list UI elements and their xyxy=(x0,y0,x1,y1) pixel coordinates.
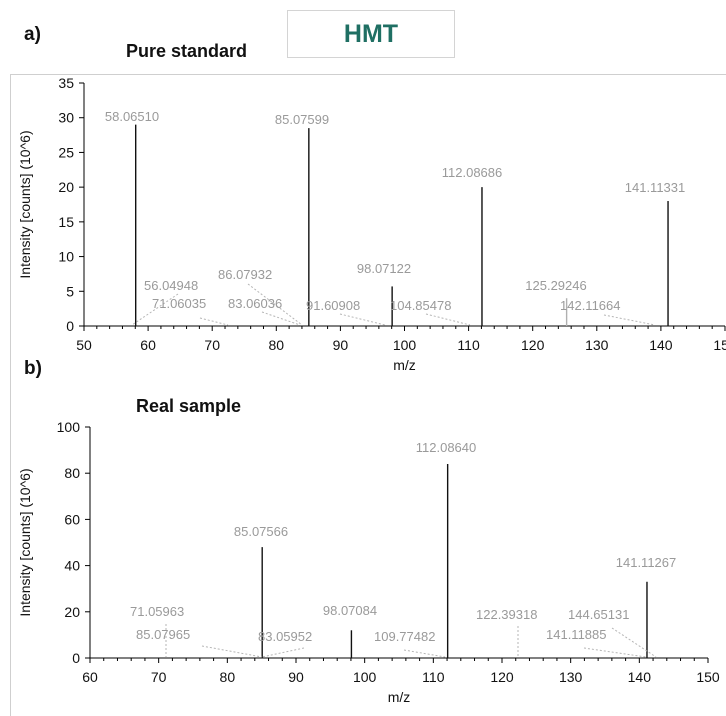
pa-peak-label: 85.07599 xyxy=(275,112,329,127)
pa-y-tick-label: 20 xyxy=(58,179,74,195)
pa-y-tick-label: 10 xyxy=(58,249,74,265)
pa-x-tick-label: 140 xyxy=(649,337,673,353)
pa-x-tick-label: 50 xyxy=(76,337,92,353)
pa-y-tick-label: 0 xyxy=(66,318,74,334)
pb-peak-label: 98.07084 xyxy=(323,603,377,618)
pa-x-tick-label: 100 xyxy=(393,337,417,353)
pb-x-tick-label: 130 xyxy=(559,669,583,685)
pb-x-tick-label: 80 xyxy=(220,669,236,685)
pb-minor-label: 141.11885 xyxy=(546,627,607,642)
pa-x-tick-label: 110 xyxy=(457,337,480,353)
pb-minor-label: 144.65131 xyxy=(568,607,629,622)
pb-peak-label: 141.11267 xyxy=(616,555,677,570)
pa-peak-label: 98.07122 xyxy=(357,261,411,276)
pa-y-tick-label: 35 xyxy=(58,75,74,91)
pb-minor-leader xyxy=(261,647,305,658)
pb-x-tick-label: 150 xyxy=(696,669,720,685)
pb-x-tick-label: 120 xyxy=(490,669,514,685)
pb-y-tick-label: 60 xyxy=(64,511,80,527)
pa-x-tick-label: 60 xyxy=(140,337,156,353)
figure-frame xyxy=(10,74,726,716)
pb-y-tick-label: 100 xyxy=(57,419,81,435)
pa-y-tick-label: 5 xyxy=(66,283,74,299)
pb-minor-leader xyxy=(583,647,647,658)
pa-x-tick-label: 130 xyxy=(585,337,609,353)
pb-x-tick-label: 90 xyxy=(288,669,304,685)
pa-x-tick-label: 70 xyxy=(204,337,220,353)
pa-minor-label: 104.85478 xyxy=(390,298,451,313)
pb-y-tick-label: 0 xyxy=(72,650,80,666)
pa-x-axis-label: m/z xyxy=(393,357,416,373)
panel-b-letter: b) xyxy=(24,358,42,379)
pb-x-tick-label: 140 xyxy=(628,669,652,685)
pa-minor-leader xyxy=(603,314,656,326)
pb-minor-leader xyxy=(611,627,657,658)
pa-peak-label: 141.11331 xyxy=(625,180,686,195)
pa-x-tick-label: 80 xyxy=(269,337,285,353)
pa-peak-label: 112.08686 xyxy=(442,165,503,180)
pb-peak-label: 112.08640 xyxy=(416,440,477,455)
pa-minor-leader xyxy=(131,293,179,326)
pb-x-tick-label: 70 xyxy=(151,669,167,685)
pa-x-tick-label: 90 xyxy=(333,337,349,353)
pa-minor-leader xyxy=(261,311,301,326)
pa-peak-label: 58.06510 xyxy=(105,109,159,124)
pb-minor-label: 83.05952 xyxy=(258,629,312,644)
pb-x-tick-label: 110 xyxy=(422,669,445,685)
pa-y-tick-label: 30 xyxy=(58,110,74,126)
panel-b-title: Real sample xyxy=(136,396,242,416)
pa-x-tick-label: 150 xyxy=(713,337,726,353)
pa-y-tick-label: 25 xyxy=(58,144,74,160)
pa-minor-leader xyxy=(247,283,303,326)
pa-minor-label: 91.60908 xyxy=(306,298,360,313)
pa-minor-label: 83.06036 xyxy=(228,296,282,311)
panel-a-title: Pure standard xyxy=(126,41,248,61)
pa-peak-label: 125.29246 xyxy=(525,278,586,293)
pa-minor-leader xyxy=(339,313,386,326)
pb-minor-label: 122.39318 xyxy=(476,607,537,622)
compound-name-box: HMT xyxy=(287,10,455,58)
pb-minor-label: 109.77482 xyxy=(374,629,435,644)
pa-minor-label: 56.04948 xyxy=(144,278,198,293)
pa-minor-leader xyxy=(425,313,471,326)
pb-x-tick-label: 100 xyxy=(353,669,377,685)
pa-minor-label: 86.07932 xyxy=(218,267,272,282)
pb-y-tick-label: 40 xyxy=(64,558,80,574)
pa-y-axis-label: Intensity [counts] (10^6) xyxy=(17,130,33,278)
pb-minor-leader xyxy=(201,645,263,658)
pb-x-tick-label: 60 xyxy=(82,669,98,685)
pa-x-tick-label: 120 xyxy=(521,337,545,353)
pb-y-axis-label: Intensity [counts] (10^6) xyxy=(17,468,33,616)
pa-minor-label: 142.11664 xyxy=(560,298,621,313)
pb-minor-leader xyxy=(403,649,446,658)
pb-y-tick-label: 20 xyxy=(64,604,80,620)
pa-minor-label: 71.06035 xyxy=(152,296,206,311)
pa-y-tick-label: 15 xyxy=(58,214,74,230)
pb-minor-label: 71.05963 xyxy=(130,604,184,619)
pb-minor-label: 85.07965 xyxy=(136,627,190,642)
panel-a-letter: a) xyxy=(24,24,41,45)
pa-minor-leader xyxy=(199,317,229,326)
pb-peak-label: 85.07566 xyxy=(234,524,288,539)
pb-x-axis-label: m/z xyxy=(388,689,411,705)
pb-y-tick-label: 80 xyxy=(64,465,80,481)
